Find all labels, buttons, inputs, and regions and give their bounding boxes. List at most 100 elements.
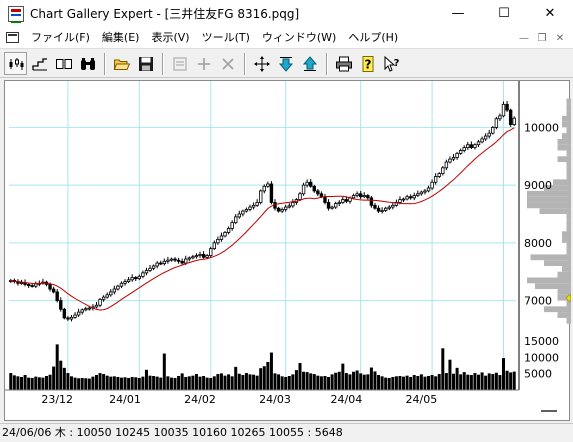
menu-view[interactable]: 表示(V) — [151, 30, 190, 44]
toolbar-separator — [162, 52, 164, 75]
print-button[interactable] — [332, 52, 355, 75]
candle-body — [262, 185, 266, 192]
volume-bar — [184, 376, 188, 390]
candle-body — [130, 277, 134, 281]
volume-bar — [294, 370, 298, 390]
toolbar-separator — [326, 52, 328, 75]
volume-bar — [202, 375, 206, 390]
candle-body — [226, 228, 231, 233]
volume-bar — [277, 374, 281, 390]
candle-body — [430, 181, 434, 189]
chart-area[interactable]: 7000 8000 9000 10000 5000 10000 15000 23/12 24/0… — [4, 80, 571, 422]
candle-body — [212, 242, 216, 250]
add-button[interactable] — [192, 52, 215, 75]
open-button[interactable] — [110, 52, 133, 75]
delete-button[interactable] — [216, 52, 239, 75]
volume-bar — [344, 373, 348, 390]
volume-bar — [302, 371, 306, 390]
context-help-button[interactable]: ? — [380, 52, 403, 75]
candle-body — [469, 144, 474, 149]
price-distribution-bar — [566, 98, 571, 105]
volume-bar — [234, 366, 238, 390]
help-button[interactable]: ? — [356, 52, 379, 75]
mdi-close-button[interactable]: ✕ — [555, 32, 565, 44]
candle-body — [458, 150, 463, 154]
volume-bar — [48, 374, 52, 390]
menu-edit[interactable]: 編集(E) — [101, 30, 140, 44]
candle-body — [59, 300, 63, 310]
volume-bar — [452, 373, 456, 390]
move-down-button[interactable] — [274, 52, 297, 75]
mdi-restore-button[interactable]: ❐ — [537, 32, 547, 44]
candle-body — [141, 272, 145, 277]
price-distribution-bar — [566, 214, 571, 220]
candle-body — [408, 196, 413, 199]
volume-bar — [159, 377, 163, 390]
binoculars-button[interactable] — [76, 52, 99, 75]
maximize-button[interactable]: ☐ — [498, 6, 510, 21]
volume-bar — [273, 373, 277, 390]
properties-button[interactable] — [168, 52, 191, 75]
candle-body — [480, 138, 484, 143]
volume-bar — [187, 376, 191, 390]
candle-body — [259, 190, 263, 203]
minimize-button[interactable]: — — [451, 6, 465, 21]
close-button[interactable]: ✕ — [544, 6, 556, 21]
save-button[interactable] — [134, 52, 157, 75]
menu-help[interactable]: ヘルプ(H) — [348, 30, 399, 44]
menu-tools[interactable]: ツール(T) — [201, 30, 250, 44]
volume-bar — [280, 376, 284, 390]
price-tick-label: 10000 — [524, 121, 559, 134]
candle-body — [98, 299, 102, 306]
volume-bar — [59, 360, 63, 390]
volume-bar — [366, 374, 370, 390]
volume-bar — [237, 373, 241, 390]
volume-bar — [205, 377, 209, 390]
candle-body — [251, 204, 256, 208]
volume-bar — [255, 375, 259, 390]
app-chart-icon[interactable] — [8, 5, 24, 23]
candle-body — [491, 127, 495, 134]
move-button[interactable] — [250, 52, 273, 75]
dual-pane-button[interactable] — [52, 52, 75, 75]
candle-body — [330, 206, 334, 209]
volume-bar — [166, 376, 170, 390]
price-distribution-bar — [566, 248, 571, 255]
volume-bar — [287, 375, 291, 390]
volume-bar — [248, 374, 252, 390]
volume-bar — [19, 376, 23, 390]
price-distribution-bar — [566, 300, 571, 307]
menu-file[interactable]: ファイル(F) — [31, 30, 90, 44]
candle-body — [198, 254, 202, 256]
volume-bar — [73, 377, 77, 390]
volume-bar — [369, 367, 373, 390]
volume-bar — [98, 373, 102, 390]
price-distribution-bar — [527, 202, 571, 209]
volume-bar — [127, 377, 131, 390]
candle-body — [237, 213, 241, 218]
volume-bar — [87, 378, 91, 390]
volume-bar — [230, 376, 234, 390]
mdi-minimize-button[interactable]: — — [519, 32, 529, 44]
volume-bar — [216, 374, 220, 390]
volume-bar — [380, 376, 384, 390]
document-icon[interactable] — [6, 32, 19, 43]
volume-bar — [41, 377, 45, 390]
step-line-button[interactable] — [28, 52, 51, 75]
stock-chart[interactable]: 7000 8000 9000 10000 5000 10000 15000 23/12 24/0… — [5, 81, 571, 422]
time-tick-label: 24/04 — [331, 393, 363, 406]
candle-body — [451, 157, 456, 160]
candle-body — [376, 207, 381, 212]
candle-body — [301, 184, 306, 195]
menu-window[interactable]: ウィンドウ(W) — [261, 30, 337, 44]
candle-body — [351, 195, 356, 199]
candle-body — [512, 117, 516, 125]
candlestick-button[interactable] — [4, 52, 27, 75]
price-distribution-bar — [544, 260, 571, 266]
volume-bar — [348, 374, 352, 390]
candle-body — [366, 195, 370, 199]
candle-body — [316, 190, 320, 195]
printer-icon — [335, 56, 352, 71]
candle-body — [191, 256, 195, 259]
move-up-button[interactable] — [298, 52, 321, 75]
